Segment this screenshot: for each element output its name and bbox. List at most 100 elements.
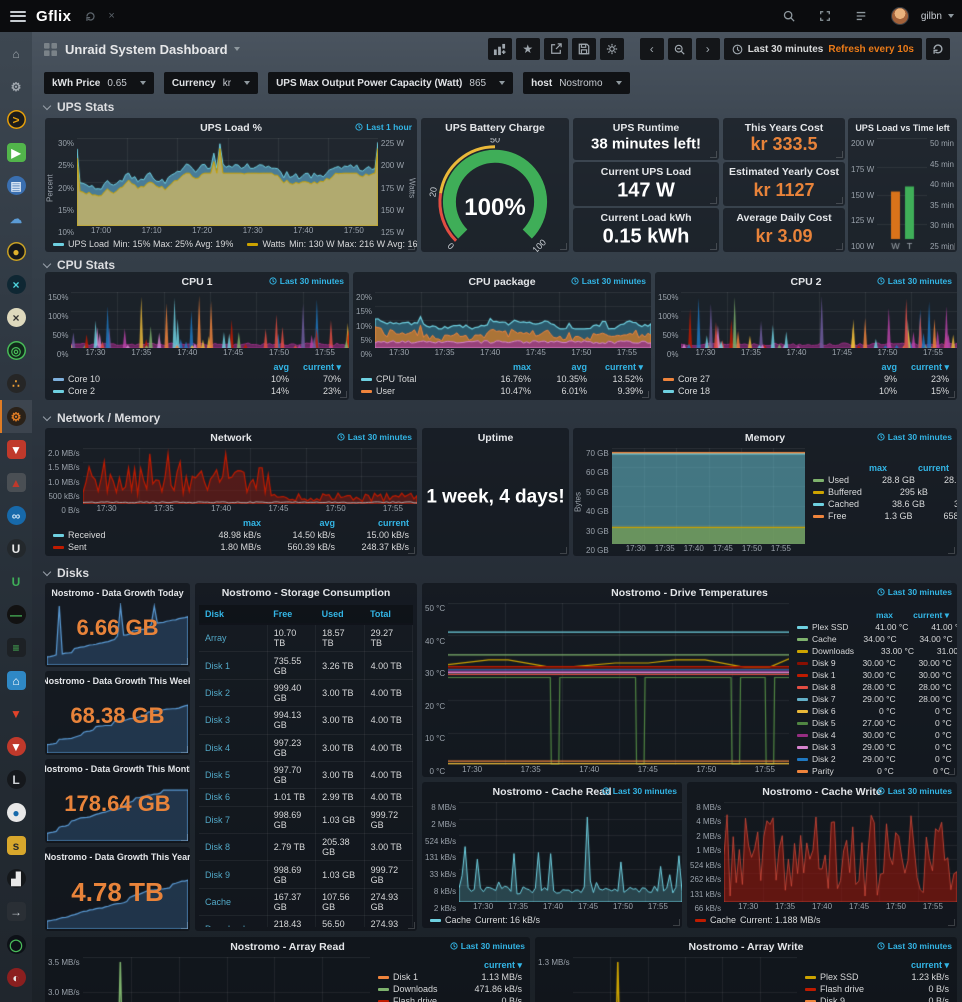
legend-item[interactable]: Flash drive 0 B/s xyxy=(378,995,522,1002)
cpu2-canvas[interactable] xyxy=(681,292,957,348)
legend-column-header[interactable]: current ▾ xyxy=(483,960,522,970)
table-header[interactable]: Disk xyxy=(199,605,268,625)
disk-link[interactable]: Array xyxy=(199,624,268,653)
node-app-icon[interactable]: ∴ xyxy=(0,367,32,400)
pokeball-icon[interactable]: ◐ xyxy=(0,961,32,994)
water-app-icon[interactable]: ● xyxy=(0,796,32,829)
time-range-indicator[interactable]: Last 30 minutes xyxy=(877,941,952,951)
variable-value[interactable]: 865 xyxy=(469,77,487,89)
panel-title[interactable]: Uptime xyxy=(477,432,514,444)
legend-item[interactable]: Disk 1 1.13 MB/s xyxy=(378,971,522,983)
search-icon[interactable] xyxy=(783,10,795,22)
section-network-memory[interactable]: Network / Memory xyxy=(42,411,160,425)
legend-item[interactable]: Used 28.8 GB 28.7 GB xyxy=(813,474,957,486)
chevron-down-icon[interactable] xyxy=(233,47,240,51)
time-range-indicator[interactable]: Last 30 minutes xyxy=(877,587,952,597)
legend-item[interactable]: Parity 0 °C 0 °C xyxy=(797,765,950,777)
legend-item[interactable]: Disk 4 30.00 °C 0 °C xyxy=(797,729,952,741)
ubiquiti-icon[interactable]: U xyxy=(0,532,32,565)
home-icon[interactable]: ⌂ xyxy=(12,46,20,61)
growth-year-canvas[interactable] xyxy=(47,867,188,929)
time-range-indicator[interactable]: Last 30 minutes xyxy=(602,786,677,796)
disk-link[interactable]: Disk 4 xyxy=(199,734,268,762)
legend-item[interactable]: Received 48.98 kB/s 14.50 kB/s 15.00 kB/s xyxy=(53,529,409,541)
unraid-settings-icon[interactable]: ⚙ xyxy=(0,400,32,433)
lazylibrarian-icon[interactable]: L xyxy=(0,763,32,796)
tab-refresh-icon[interactable] xyxy=(85,11,96,22)
variable-currency[interactable]: Currency kr xyxy=(163,72,259,94)
legend-item[interactable]: CPU Total 16.76% 10.35% 13.52% xyxy=(361,373,643,385)
time-range-indicator[interactable]: Last 30 minutes xyxy=(450,941,525,951)
legend-column-header[interactable]: current xyxy=(377,518,409,528)
disk-link[interactable]: Disk 1 xyxy=(199,651,268,680)
memory-canvas[interactable] xyxy=(611,448,805,544)
battery-gauge[interactable]: 0 20 50 100 xyxy=(421,134,569,252)
disk-link[interactable]: Downloads xyxy=(199,915,268,927)
settings-icon[interactable]: ⚙ xyxy=(10,79,22,94)
legend-item[interactable]: Disk 5 27.00 °C 0 °C xyxy=(797,717,952,729)
legend-column-header[interactable]: current ▾ xyxy=(302,362,341,372)
legend-item[interactable]: Downloads 471.86 kB/s xyxy=(378,983,522,995)
legend-item[interactable]: Core 27 9% 23% xyxy=(663,373,949,385)
legend-item[interactable]: Downloads 33.00 °C 31.00 °C xyxy=(797,645,957,657)
section-ups-stats[interactable]: UPS Stats xyxy=(42,100,114,114)
dashboard-title[interactable]: Unraid System Dashboard xyxy=(65,41,228,57)
drive-temps-chart[interactable] xyxy=(448,603,789,765)
disk-link[interactable]: Disk 2 xyxy=(199,679,268,708)
jackett-icon[interactable]: × xyxy=(0,268,32,301)
panel-title[interactable]: Nostromo - Data Growth This Year xyxy=(45,852,190,862)
panel-title[interactable]: Current Load kWh xyxy=(600,212,692,224)
section-cpu-stats[interactable]: CPU Stats xyxy=(42,258,115,272)
plex-icon[interactable]: > xyxy=(0,103,32,136)
disk-link[interactable]: Disk 8 xyxy=(199,833,268,862)
variable-ups-max-output-power-capacity-watt-[interactable]: UPS Max Output Power Capacity (Watt) 865 xyxy=(268,72,514,94)
legend-item[interactable]: Core 10 10% 70% xyxy=(53,373,341,385)
array-read-canvas[interactable] xyxy=(82,957,370,1002)
disk-link[interactable]: Disk 7 xyxy=(199,806,268,835)
growth-month-sparkline[interactable] xyxy=(47,779,188,841)
shield-app-icon[interactable]: ▼ xyxy=(0,433,32,466)
table-header[interactable]: Used xyxy=(315,605,365,625)
panel-title[interactable]: UPS Load % xyxy=(200,122,262,134)
time-range-picker[interactable]: Last 30 minutes Refresh every 10s xyxy=(723,38,922,60)
booksonic-icon[interactable]: ▟ xyxy=(0,862,32,895)
share-button[interactable] xyxy=(543,38,568,60)
tab-close-icon[interactable]: × xyxy=(108,10,115,22)
fullscreen-icon[interactable] xyxy=(819,10,831,22)
legend-column-header[interactable]: max xyxy=(242,518,261,528)
home-assistant-icon[interactable]: ⌂ xyxy=(0,664,32,697)
sabnzbd-icon[interactable]: s xyxy=(0,829,32,862)
panel-title[interactable]: Nostromo - Drive Temperatures xyxy=(611,587,768,599)
legend-item[interactable]: Disk 6 0 °C 0 °C xyxy=(797,705,952,717)
app-cream-icon[interactable]: × xyxy=(0,301,32,334)
legend-column-header[interactable]: current ▾ xyxy=(913,610,949,620)
panel-title[interactable]: CPU 1 xyxy=(181,276,213,288)
panel-title[interactable]: Nostromo - Data Growth This Month xyxy=(45,764,190,774)
legend-item[interactable]: User 10.47% 6.01% 9.39% xyxy=(361,385,643,397)
disk-link[interactable]: Disk 5 xyxy=(199,761,268,790)
time-back-button[interactable]: ‹ xyxy=(639,38,664,60)
cache-read-chart[interactable] xyxy=(459,802,682,902)
food-app-icon[interactable]: — xyxy=(0,598,32,631)
panel-title[interactable]: Average Daily Cost xyxy=(736,212,832,224)
cpu-package-canvas[interactable] xyxy=(375,292,651,348)
variable-kwh-price[interactable]: kWh Price 0.65 xyxy=(44,72,154,94)
app-green-ring-icon[interactable]: ◎ xyxy=(0,334,32,367)
time-range-indicator[interactable]: Last 30 minutes xyxy=(337,432,412,442)
legend-item[interactable]: Cache Current: 1.188 MB/s xyxy=(695,915,821,925)
section-disks[interactable]: Disks xyxy=(42,566,89,580)
movies-app-icon[interactable]: ▤ xyxy=(0,169,32,202)
panel-title[interactable]: CPU package xyxy=(468,276,536,288)
panel-title[interactable]: Nostromo - Data Growth Today xyxy=(51,588,184,598)
table-header[interactable]: Total xyxy=(364,605,413,625)
app-logo[interactable]: Gflix xyxy=(36,7,72,25)
star-button[interactable]: ★ xyxy=(515,38,540,60)
disk-link[interactable]: Disk 3 xyxy=(199,706,268,735)
legend-column-header[interactable]: avg xyxy=(881,362,897,372)
download-shield-icon[interactable]: ▼ xyxy=(0,730,32,763)
refresh-button[interactable] xyxy=(926,38,950,60)
cloud-app-icon[interactable]: ☁ xyxy=(10,211,22,226)
gitlab-icon[interactable]: ▼ xyxy=(10,706,22,721)
legend-item[interactable]: Disk 7 29.00 °C 28.00 °C xyxy=(797,693,952,705)
